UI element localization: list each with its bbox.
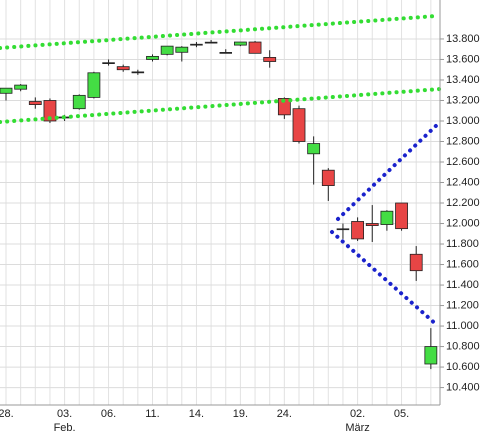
candle-body (307, 143, 321, 155)
x-tick-label: 11. (145, 408, 159, 420)
x-tick-label: 02. (350, 408, 365, 420)
lower-wedge (330, 230, 440, 328)
y-tick-label: 11.600 (446, 258, 479, 270)
y-tick-label: 10.800 (446, 340, 480, 352)
trend-lines (0, 14, 442, 328)
candle-body (146, 55, 159, 60)
candle-body (424, 346, 438, 365)
candle-body (204, 41, 218, 44)
candle-body (292, 108, 306, 142)
y-tick-label: 13.000 (446, 115, 480, 127)
candle-body (190, 43, 203, 46)
lower-channel (0, 87, 442, 124)
candles (0, 39, 438, 370)
candle-body (175, 46, 189, 53)
candle-body (0, 87, 13, 94)
candle-body (160, 45, 174, 55)
candle-body (380, 210, 394, 225)
y-tick-label: 11.400 (446, 279, 479, 291)
y-tick-label: 12.800 (446, 135, 480, 147)
y-tick-label: 13.600 (446, 53, 480, 65)
y-tick-label: 11.200 (446, 299, 479, 311)
y-tick-label: 13.800 (446, 33, 480, 45)
x-month-label: März (345, 422, 369, 434)
candle-body (87, 72, 101, 98)
upper-channel (0, 14, 438, 50)
candle-body (351, 221, 365, 240)
candle-body (395, 202, 408, 230)
grid (0, 0, 440, 405)
x-tick-label: 03. (57, 408, 72, 420)
candle-body (365, 223, 379, 226)
x-tick-label: 05. (394, 408, 409, 420)
candle-body (233, 41, 247, 46)
y-tick-label: 11.000 (446, 320, 479, 332)
y-tick-label: 10.400 (446, 381, 480, 393)
candle-body (72, 94, 86, 110)
candle-body (409, 253, 423, 272)
y-tick-label: 12.200 (446, 197, 480, 209)
upper-wedge (336, 120, 442, 221)
x-tick-label: 19. (233, 408, 248, 420)
candle-body (336, 228, 350, 231)
x-month-label: Feb. (54, 422, 76, 434)
candle-body (43, 100, 57, 122)
candle-body (116, 66, 130, 71)
candle-body (131, 71, 145, 74)
y-tick-label: 10.600 (446, 361, 480, 373)
x-tick-label: 28. (0, 408, 14, 420)
y-tick-label: 13.400 (446, 74, 480, 86)
x-tick-label: 24. (277, 408, 292, 420)
x-tick-label: 14. (189, 408, 204, 420)
y-tick-label: 12.600 (446, 156, 480, 168)
candle-body (263, 57, 277, 62)
candle-body (321, 169, 335, 186)
candle-body (248, 41, 262, 54)
x-tick-label: 06. (101, 408, 116, 420)
y-tick-label: 13.200 (446, 94, 480, 106)
candle-body (277, 98, 291, 116)
y-tick-label: 12.000 (446, 217, 480, 229)
candle-body (28, 101, 42, 105)
candle-body (219, 52, 232, 54)
y-tick-label: 12.400 (446, 176, 480, 188)
candle-body (102, 62, 115, 64)
y-tick-label: 11.800 (446, 238, 479, 250)
candle-body (14, 84, 28, 90)
